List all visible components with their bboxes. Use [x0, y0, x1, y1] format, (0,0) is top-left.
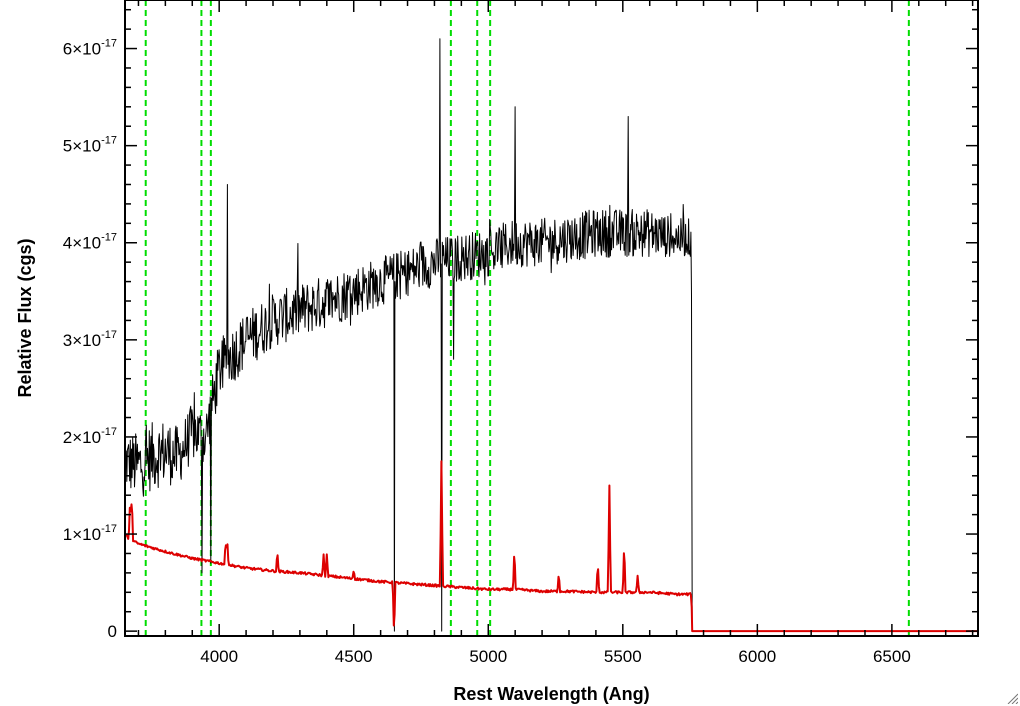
y-tick-label: 6×10-17	[63, 38, 117, 59]
axis-ticks	[125, 0, 978, 636]
x-tick-label: 6000	[738, 647, 776, 666]
x-tick-label: 4500	[335, 647, 373, 666]
series-line-0	[124, 38, 978, 632]
x-tick-label: 5500	[604, 647, 642, 666]
y-axis-label: Relative Flux (cgs)	[15, 238, 35, 397]
y-tick-label: 3×10-17	[63, 329, 117, 350]
x-tick-labels: 4000 4500 5000 5500 6000 6500	[200, 647, 911, 666]
resize-grip-icon[interactable]	[1006, 692, 1018, 704]
marker-lines	[144, 0, 910, 636]
x-tick-label: 5000	[469, 647, 507, 666]
y-tick-label: 4×10-17	[63, 232, 117, 253]
x-tick-label: 6500	[873, 647, 911, 666]
x-axis-label: Rest Wavelength (Ang)	[453, 684, 649, 704]
y-tick-label: 0	[108, 622, 117, 641]
series-layer	[124, 38, 978, 633]
series-line-1	[124, 460, 978, 633]
plot-frame	[124, 0, 979, 637]
y-tick-label: 1×10-17	[63, 523, 117, 544]
y-tick-label: 2×10-17	[63, 426, 117, 447]
x-tick-label: 4000	[200, 647, 238, 666]
y-tick-label: 5×10-17	[63, 135, 117, 156]
y-tick-labels: 0 1×10-17 2×10-17 3×10-17 4×10-17 5×10-17 6×10…	[63, 38, 117, 642]
